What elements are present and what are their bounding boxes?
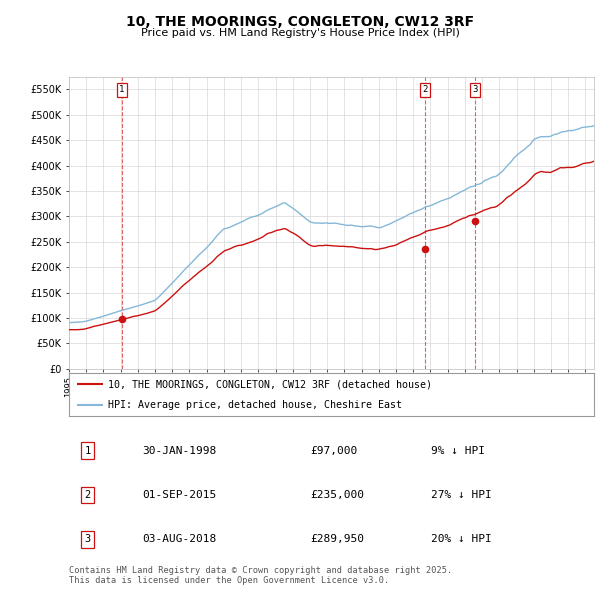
Text: 1: 1	[84, 446, 91, 455]
Text: 10, THE MOORINGS, CONGLETON, CW12 3RF: 10, THE MOORINGS, CONGLETON, CW12 3RF	[126, 15, 474, 29]
Text: 20% ↓ HPI: 20% ↓ HPI	[431, 535, 492, 544]
Text: 27% ↓ HPI: 27% ↓ HPI	[431, 490, 492, 500]
Text: 30-JAN-1998: 30-JAN-1998	[143, 446, 217, 455]
Text: 3: 3	[472, 86, 478, 94]
Text: £289,950: £289,950	[311, 535, 365, 544]
Text: £235,000: £235,000	[311, 490, 365, 500]
Text: 03-AUG-2018: 03-AUG-2018	[143, 535, 217, 544]
Text: 10, THE MOORINGS, CONGLETON, CW12 3RF (detached house): 10, THE MOORINGS, CONGLETON, CW12 3RF (d…	[109, 379, 433, 389]
Text: Contains HM Land Registry data © Crown copyright and database right 2025.
This d: Contains HM Land Registry data © Crown c…	[69, 566, 452, 585]
Text: Price paid vs. HM Land Registry's House Price Index (HPI): Price paid vs. HM Land Registry's House …	[140, 28, 460, 38]
Text: 2: 2	[422, 86, 427, 94]
Text: 2: 2	[84, 490, 91, 500]
Text: 01-SEP-2015: 01-SEP-2015	[143, 490, 217, 500]
Text: £97,000: £97,000	[311, 446, 358, 455]
Text: HPI: Average price, detached house, Cheshire East: HPI: Average price, detached house, Ches…	[109, 401, 403, 410]
Text: 1: 1	[119, 86, 125, 94]
Text: 3: 3	[84, 535, 91, 544]
Text: 9% ↓ HPI: 9% ↓ HPI	[431, 446, 485, 455]
